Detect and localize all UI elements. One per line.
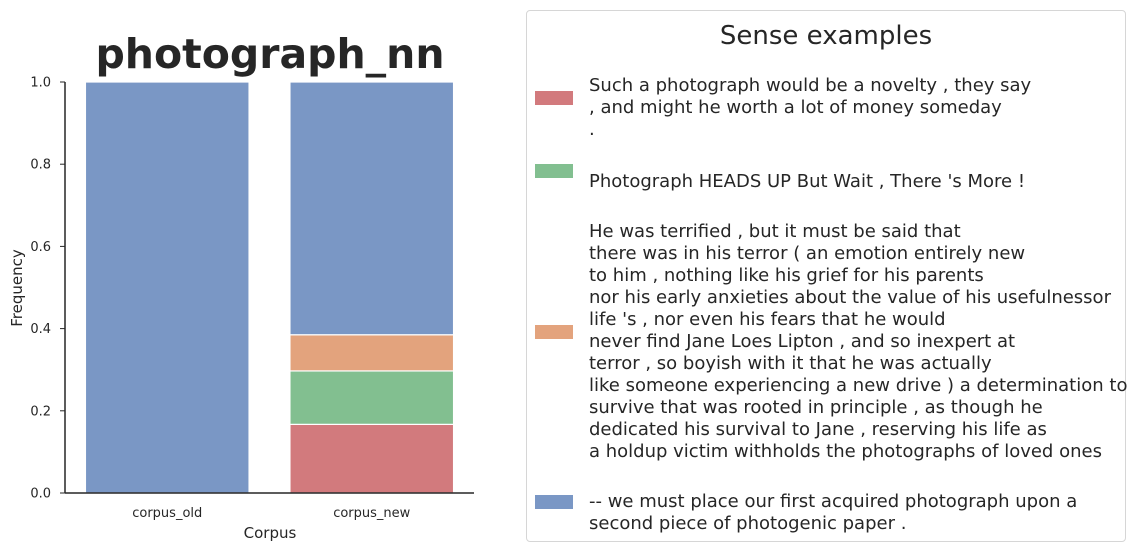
bar-corpus_new-s2 xyxy=(289,334,455,372)
y-axis-label: Frequency xyxy=(8,249,26,327)
y-tick-label: 0.6 xyxy=(30,240,51,255)
legend-text: -- we must place our first acquired phot… xyxy=(589,491,1078,534)
legend-swatch-0 xyxy=(535,91,573,105)
chart-title: photograph_nn xyxy=(95,30,444,78)
y-ticks: 0.0 0.2 0.4 0.6 0.8 1.0 xyxy=(30,76,65,502)
legend-swatch-3 xyxy=(535,495,573,509)
y-tick-label: 0.2 xyxy=(30,404,51,419)
legend-text: Such a photograph would be a novelty , t… xyxy=(589,75,1032,140)
x-axis-label: Corpus xyxy=(244,524,297,542)
legend-text: He was terrified , but it must be said t… xyxy=(589,221,1128,462)
legend-swatch-2 xyxy=(535,325,573,339)
x-tick-label: corpus_new xyxy=(333,506,410,521)
x-tick-label: corpus_old xyxy=(132,506,202,521)
bar-corpus_new-s1 xyxy=(289,370,455,425)
y-tick-label: 0.0 xyxy=(30,487,51,502)
bar-corpus_old-s3 xyxy=(84,81,250,494)
legend: Sense examples Such a photograph would b… xyxy=(526,10,1128,542)
legend-title: Sense examples xyxy=(719,21,933,51)
bars-group xyxy=(84,81,455,494)
bar-chart: photograph_nn 0.0 0.2 0.4 0.6 0.8 1.0 corpus_… xyxy=(8,30,474,542)
y-tick-label: 0.4 xyxy=(30,322,51,337)
y-tick-label: 0.8 xyxy=(30,158,51,173)
bar-corpus_new-s0 xyxy=(289,423,455,494)
x-ticks: corpus_old corpus_new xyxy=(132,506,410,521)
bar-corpus_new-s3 xyxy=(289,81,455,336)
legend-text: Photograph HEADS UP But Wait , There 's … xyxy=(589,171,1026,192)
y-tick-label: 1.0 xyxy=(30,76,51,91)
legend-swatch-1 xyxy=(535,164,573,178)
